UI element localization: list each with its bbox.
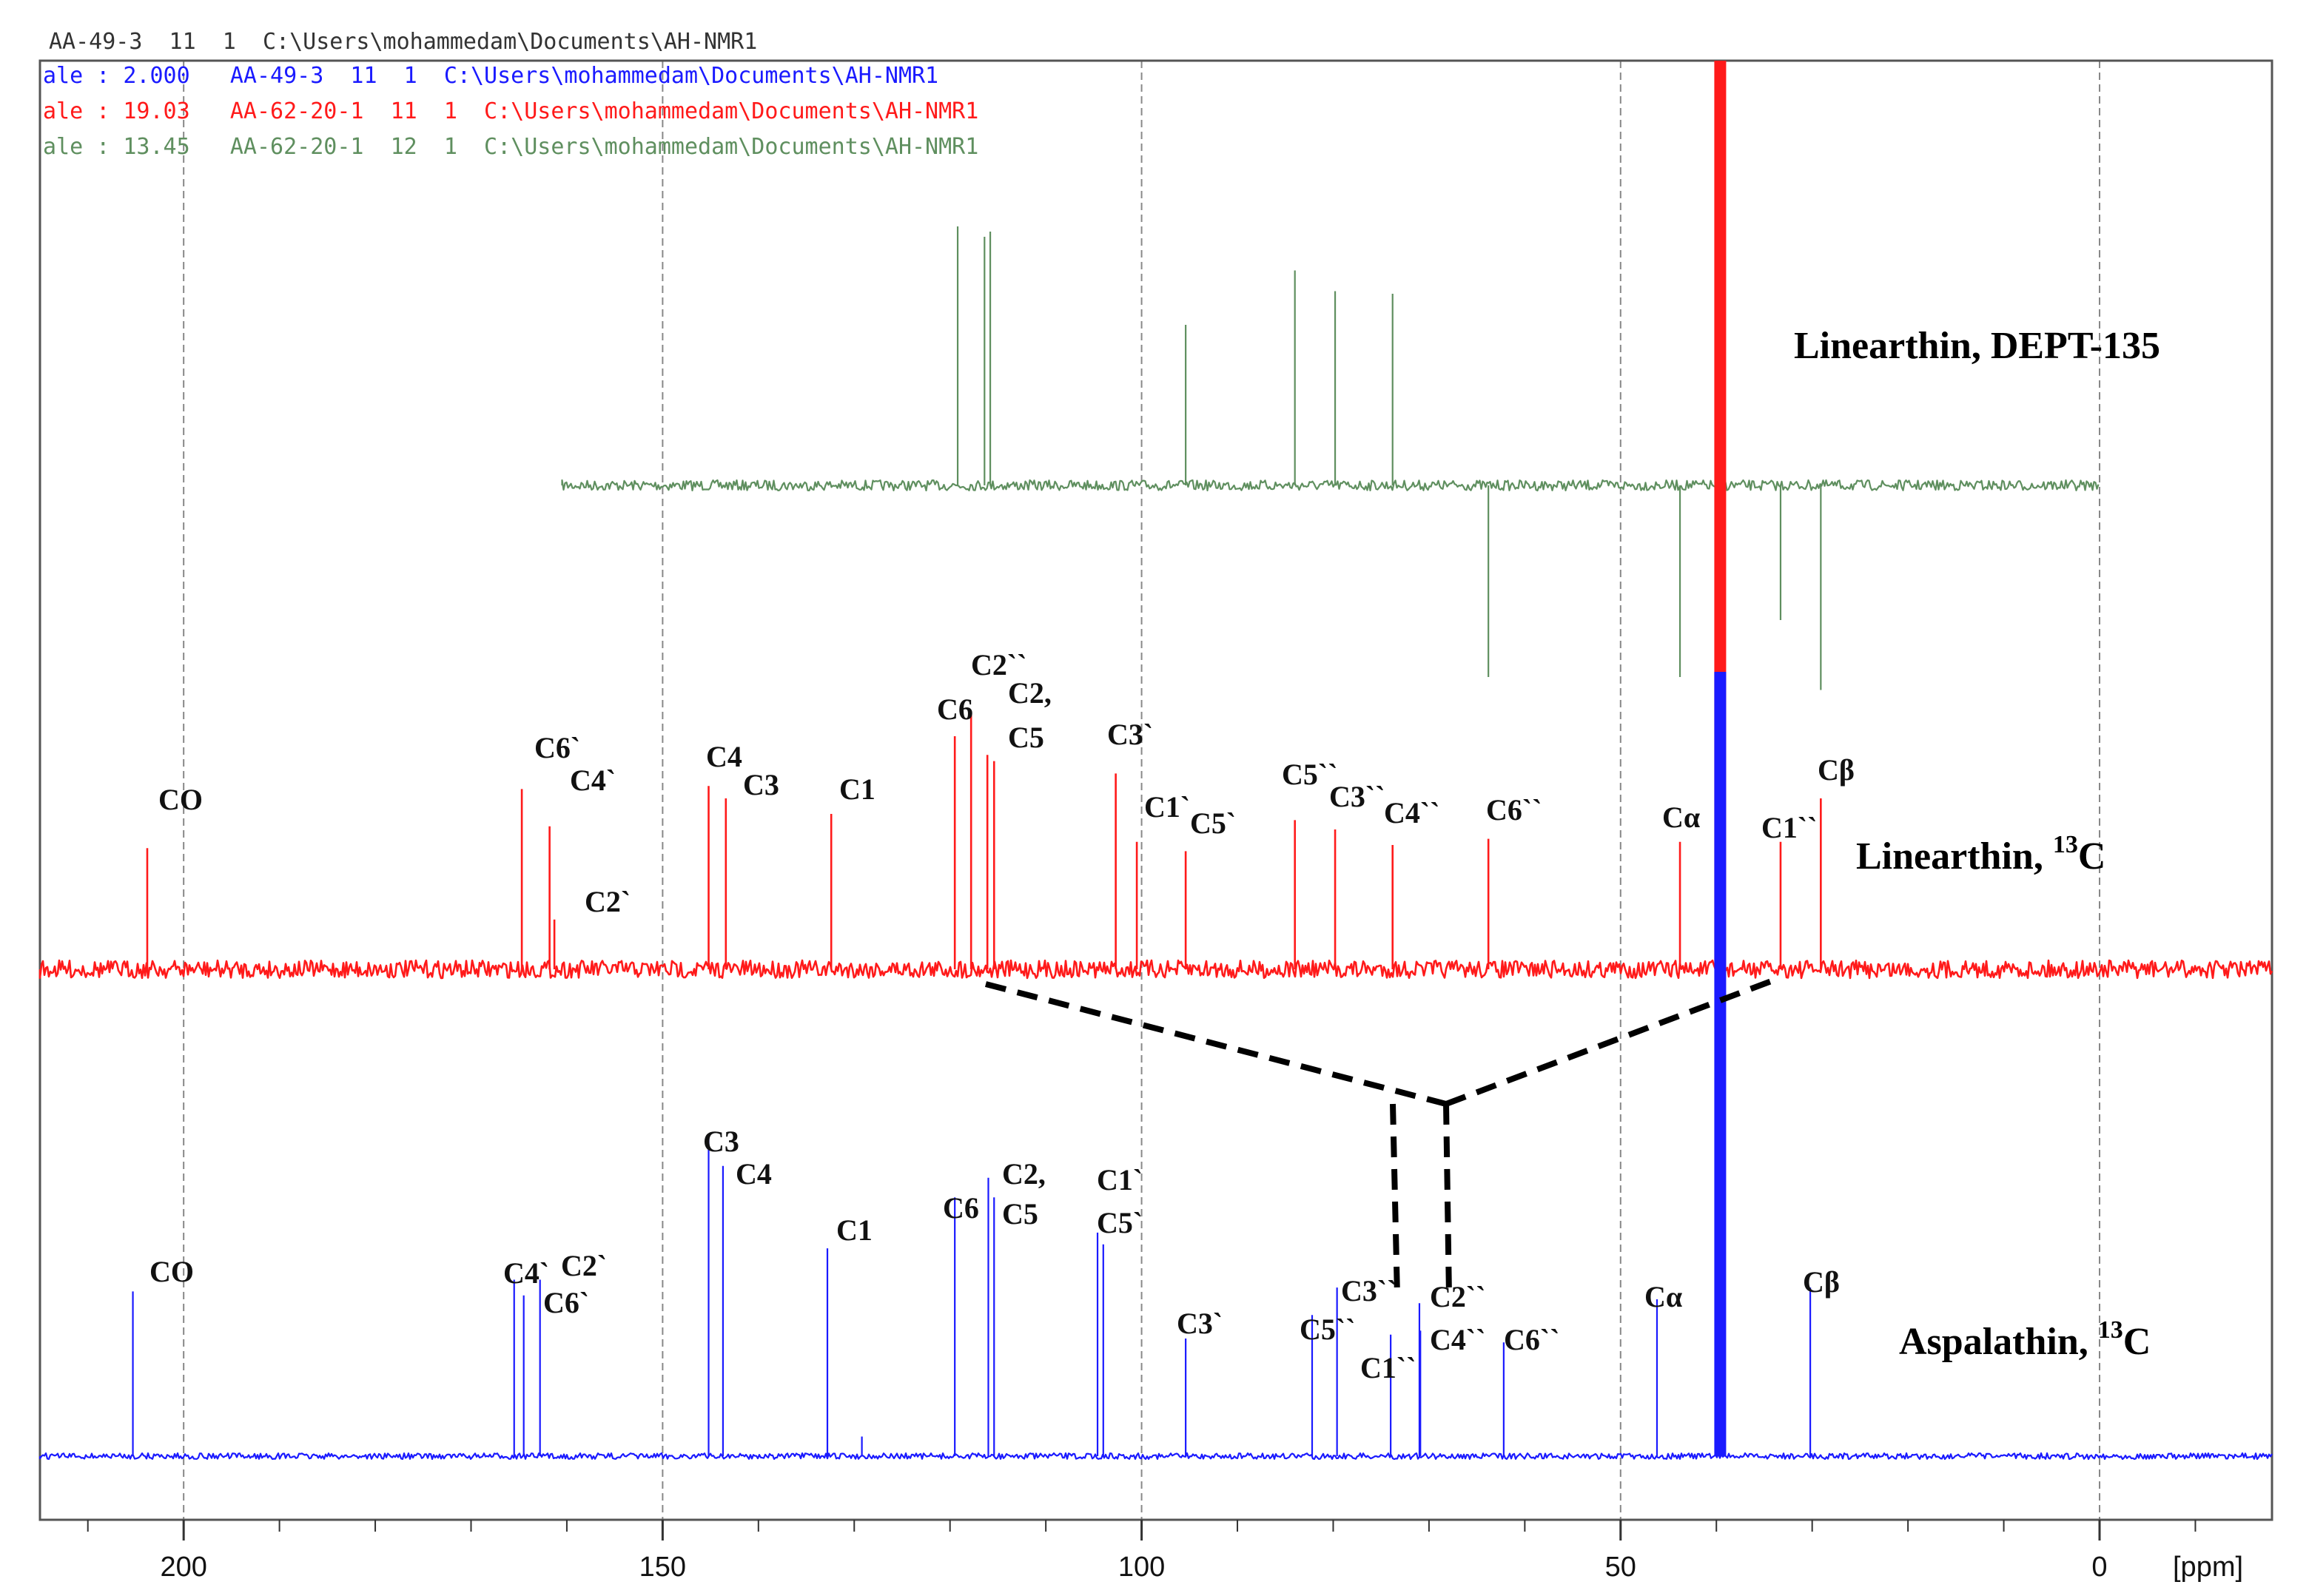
peak-label: C5`` (1300, 1313, 1356, 1346)
linearthin-title-tail: C (2078, 835, 2106, 878)
peak-label: C1`` (1761, 811, 1818, 844)
peak-label: C6` (543, 1286, 589, 1319)
aspalathin-title-tail: C (2123, 1321, 2151, 1363)
peak-label: C5 (1002, 1197, 1038, 1230)
linearthin-13c-trace-baseline (38, 959, 2273, 980)
peak-label: C5` (1097, 1206, 1143, 1239)
peak-label: C4`` (1384, 796, 1440, 829)
peak-label: C6 (943, 1191, 979, 1225)
x-axis-unit-label: [ppm] (2173, 1552, 2243, 1583)
peak-label: C4 (706, 740, 742, 773)
linearthin-title-text: Linearthin, (1856, 835, 2053, 878)
peak-label: C1 (836, 1213, 873, 1247)
tick-label-150: 150 (639, 1552, 686, 1583)
peak-label: C3` (1177, 1307, 1223, 1340)
tick-label-100: 100 (1118, 1552, 1165, 1583)
dashed-segment-1 (1445, 975, 1781, 1107)
peak-label: C4`` (1430, 1323, 1486, 1356)
peak-label: C2` (561, 1249, 607, 1282)
peak-label: C4` (570, 764, 616, 797)
dashed-segment-0 (984, 981, 1448, 1107)
peak-label: C2, (1008, 676, 1052, 710)
peak-label: C1` (1097, 1163, 1143, 1196)
aspalathin-title-text: Aspalathin, (1899, 1321, 2098, 1363)
peak-label: C5`` (1282, 758, 1338, 791)
dashed-segment-3 (1443, 1103, 1452, 1297)
peak-label: C3`` (1329, 780, 1385, 813)
peak-label: Cα (1662, 801, 1700, 834)
tick-label-0: 0 (2091, 1552, 2107, 1583)
peak-label: C3`` (1341, 1274, 1397, 1307)
header-line-2: ale : 2.000 AA-49-3 11 1 C:\Users\mohamm… (43, 63, 938, 89)
peak-label: C4 (736, 1157, 772, 1191)
peak-label: C6`` (1504, 1323, 1560, 1356)
linearthin-title-sup: 13 (2053, 831, 2078, 858)
peak-label: C2, (1002, 1157, 1046, 1191)
peak-label: Cβ (1818, 753, 1855, 787)
peak-label: C3 (703, 1125, 739, 1158)
tick-label-200: 200 (160, 1552, 206, 1583)
dept-135-trace-baseline (561, 479, 2100, 492)
peak-label: C1` (1144, 790, 1190, 824)
peak-label: C5` (1190, 807, 1236, 840)
linearthin-title: Linearthin, 13C (1856, 831, 2105, 878)
header-line-4: ale : 13.45 AA-62-20-1 12 1 C:\Users\moh… (43, 134, 978, 160)
peak-label: C5 (1008, 721, 1044, 754)
aspalathin-title: Aspalathin, 13C (1899, 1316, 2151, 1363)
dashed-connector (984, 975, 1781, 1297)
grid-layer (183, 61, 2101, 1520)
spectra-layer (38, 61, 2273, 1461)
peak-label: CO (149, 1255, 194, 1288)
header-line-3: ale : 19.03 AA-62-20-1 11 1 C:\Users\moh… (43, 98, 978, 124)
peak-label: C6`` (1486, 793, 1542, 826)
peak-label: C3` (1107, 718, 1153, 751)
peak-label: C1`` (1360, 1351, 1416, 1384)
peak-label: Cβ (1803, 1265, 1840, 1299)
peak-label: CO (158, 783, 203, 816)
peak-label: C4` (503, 1256, 549, 1290)
x-axis: 200 150 100 50 0 [ppm] (87, 1520, 2243, 1583)
dept-title-text: Linearthin, DEPT-135 (1794, 325, 2160, 367)
header-line-1: AA-49-3 11 1 C:\Users\mohammedam\Documen… (49, 29, 757, 55)
tick-label-50: 50 (1605, 1552, 1636, 1583)
aspalathin-title-sup: 13 (2098, 1316, 2123, 1344)
peak-label: Cα (1644, 1280, 1682, 1313)
peak-label: C6 (937, 693, 973, 726)
peak-label: C3 (743, 768, 779, 801)
dept-title: Linearthin, DEPT-135 (1794, 325, 2160, 367)
dashed-segment-2 (1390, 1103, 1400, 1297)
peak-label: C2`` (1430, 1280, 1486, 1313)
peak-label: C2`` (971, 648, 1027, 681)
plot-frame (38, 59, 2273, 1521)
peak-label: C2` (585, 885, 631, 918)
aspalathin-13c-trace-baseline (38, 1452, 2273, 1461)
peak-label: C1 (839, 772, 875, 806)
peak-label: C6` (534, 731, 580, 764)
